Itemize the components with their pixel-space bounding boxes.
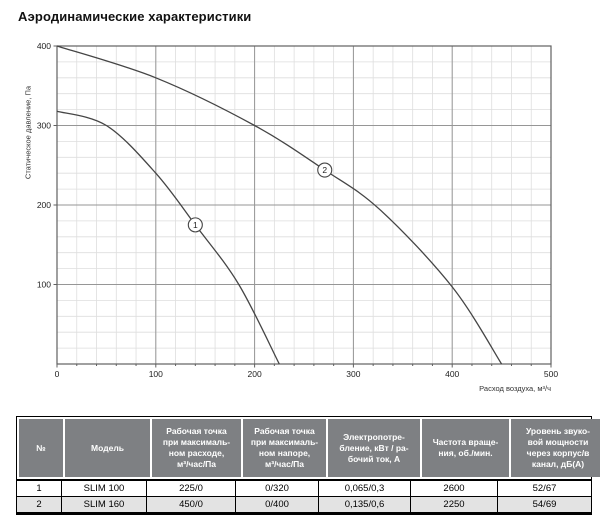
x-axis-label: Расход воздуха, м³/ч xyxy=(479,384,551,393)
cell-rpm: 2600 xyxy=(410,481,497,496)
table-row-slim-100: 1 SLIM 100 225/0 0/320 0,065/0,3 2600 52… xyxy=(17,481,591,496)
y-tick-label: 400 xyxy=(37,41,51,51)
cell-number: 2 xyxy=(36,499,42,510)
curve-marker-circle xyxy=(187,217,203,233)
col-header-max-pressure: Рабочая точка при максималь- ном напоре,… xyxy=(243,419,326,477)
cell-rpm: 2250 xyxy=(410,497,497,512)
cell-max-flow: 225/0 xyxy=(146,481,235,496)
x-tick-label: 0 xyxy=(55,369,60,379)
cell-max-flow: 450/0 xyxy=(146,497,235,512)
col-header-number: № xyxy=(19,419,63,477)
col-header-max-flow: Рабочая точка при максималь- ном расходе… xyxy=(152,419,241,477)
col-header-sound: Уровень звуко- вой мощности через корпус… xyxy=(511,419,600,477)
cell-sound: 54/69 xyxy=(497,497,591,512)
curve-marker-circle xyxy=(317,162,333,178)
x-tick-label: 100 xyxy=(149,369,163,379)
y-tick-label: 200 xyxy=(37,200,51,210)
col-header-model: Модель xyxy=(65,419,150,477)
aerodynamic-chart: 0 100 200 300 400 500 100 200 300 400 1 2 Статическ… xyxy=(0,36,600,408)
cell-model: SLIM 100 xyxy=(61,481,146,496)
cell-sound: 52/67 xyxy=(497,481,591,496)
y-tick-label: 100 xyxy=(37,280,51,290)
x-tick-label: 300 xyxy=(346,369,360,379)
cell-number: 1 xyxy=(36,483,42,494)
cell-power: 0,135/0,6 xyxy=(318,497,410,512)
col-header-power: Электропотре- бление, кВт / ра- бочий то… xyxy=(328,419,420,477)
cell-model: SLIM 160 xyxy=(61,497,146,512)
cell-max-pressure: 0/400 xyxy=(235,497,318,512)
table-row-slim-160: 2 SLIM 160 450/0 0/400 0,135/0,6 2250 54… xyxy=(17,496,591,512)
cell-max-pressure: 0/320 xyxy=(235,481,318,496)
curve-slim-100 xyxy=(56,110,280,365)
y-tick-label: 300 xyxy=(37,121,51,131)
curve-marker-number: 1 xyxy=(193,220,198,230)
cell-power: 0,065/0,3 xyxy=(318,481,410,496)
spec-table-header-row: № Модель Рабочая точка при максималь- но… xyxy=(17,417,600,479)
page-title: Аэродинамические характеристики xyxy=(18,9,252,24)
curve-marker-number: 2 xyxy=(322,165,327,175)
x-tick-label: 200 xyxy=(248,369,262,379)
spec-table: № Модель Рабочая точка при максималь- но… xyxy=(16,416,600,515)
header-divider xyxy=(17,479,591,481)
x-tick-label: 400 xyxy=(445,369,459,379)
fan-curves-plot: 0 100 200 300 400 500 100 200 300 400 1 2 xyxy=(37,41,559,379)
y-axis-label: Статическое давление, Па xyxy=(23,85,33,180)
x-tick-label: 500 xyxy=(544,369,558,379)
col-header-rpm: Частота враще- ния, об./мин. xyxy=(422,419,509,477)
